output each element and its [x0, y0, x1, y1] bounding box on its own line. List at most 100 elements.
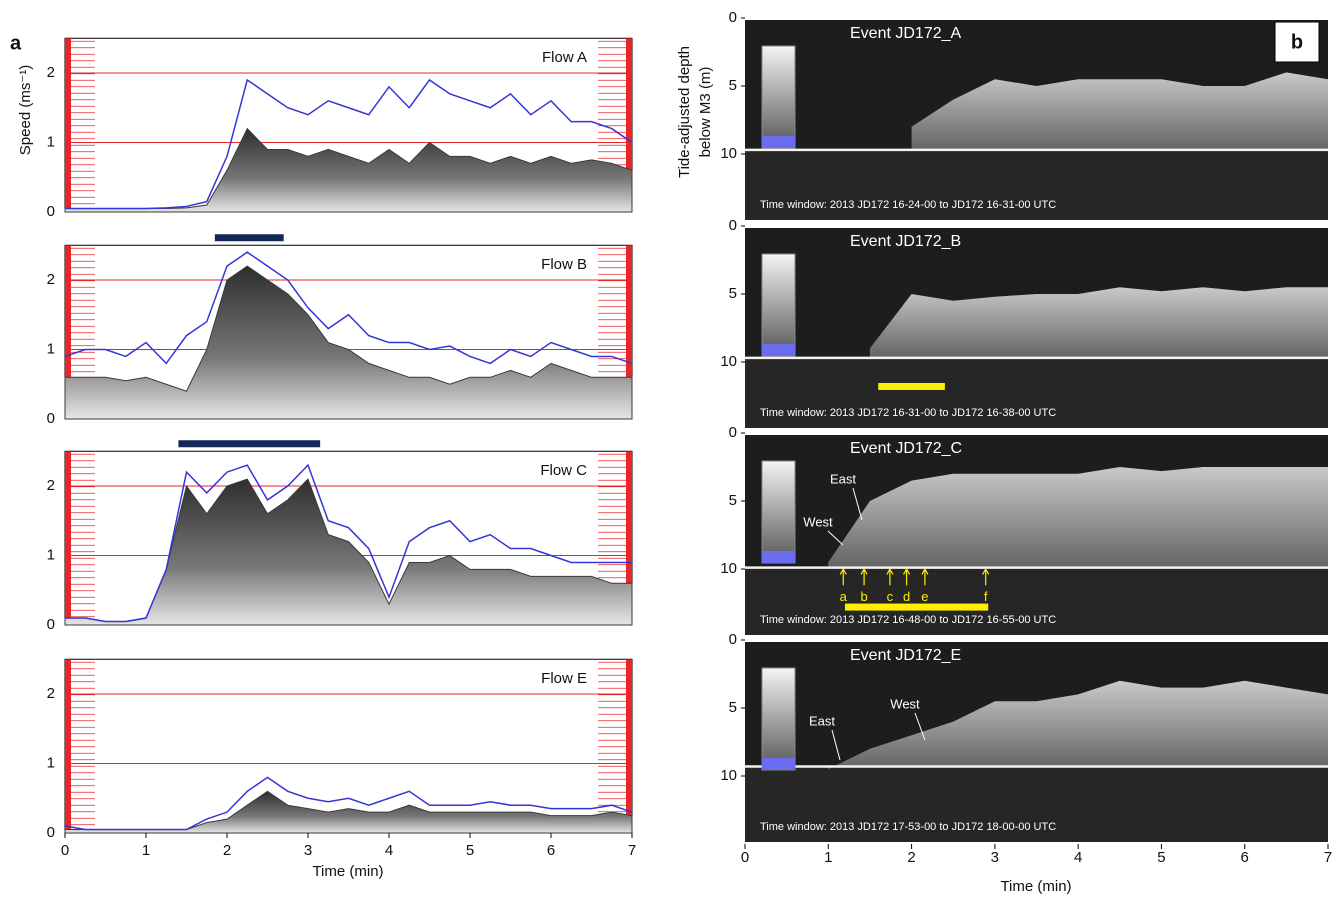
y-tick-label: 0	[729, 217, 737, 234]
annotation: East	[830, 471, 856, 486]
x-tick-label: 5	[466, 842, 474, 859]
annotation-leader	[831, 729, 841, 761]
marker-label: f	[984, 589, 988, 604]
y-tick-label: 0	[47, 410, 55, 427]
annotation-leader	[914, 712, 926, 741]
x-axis-label: Time (min)	[1000, 878, 1071, 895]
annotation-leader	[852, 487, 863, 521]
profile-mass	[64, 127, 633, 213]
x-tick-label: 2	[907, 849, 915, 866]
x-axis-label: Time (min)	[312, 863, 383, 880]
x-tick-label: 5	[1157, 849, 1165, 866]
y-tick-label: 10	[720, 767, 737, 784]
edge-band	[65, 451, 71, 625]
marker-head	[839, 567, 847, 575]
y-tick-label: 2	[47, 477, 55, 494]
marker-head	[886, 567, 894, 575]
profile-mass	[64, 265, 633, 420]
profile-envelope	[65, 78, 633, 210]
y-tick-label: 1	[47, 340, 55, 357]
color-scale-blue	[762, 136, 795, 148]
time-window: Time window: 2013 JD172 16-24-00 to JD17…	[760, 199, 1056, 211]
sub-seabed	[745, 357, 1328, 428]
marker-label: b	[860, 589, 867, 604]
x-tick-label: 3	[991, 849, 999, 866]
marker-label: e	[921, 589, 928, 604]
y-axis-label: Speed (ms⁻¹)	[17, 65, 34, 155]
y-tick-label: 2	[47, 64, 55, 81]
y-tick-label: 5	[729, 285, 737, 302]
panel-title: Event JD172_A	[850, 25, 962, 42]
y-tick-label: 10	[720, 353, 737, 370]
marker-label: a	[840, 589, 848, 604]
x-tick-label: 7	[628, 842, 636, 859]
x-tick-label: 1	[824, 849, 832, 866]
annotation-leader	[827, 530, 844, 546]
edge-band	[626, 245, 632, 419]
panel-title: Flow E	[541, 670, 587, 687]
event-bar	[178, 440, 321, 448]
edge-band	[65, 245, 71, 419]
time-window: Time window: 2013 JD172 16-31-00 to JD17…	[760, 407, 1056, 419]
time-window: Time window: 2013 JD172 16-48-00 to JD17…	[760, 614, 1056, 626]
y-axis-label: below M3 (m)	[697, 67, 714, 158]
plume	[828, 680, 1328, 770]
annotation: East	[809, 713, 835, 728]
marker-label: d	[903, 589, 910, 604]
y-tick-label: 0	[47, 824, 55, 841]
y-tick-label: 1	[47, 754, 55, 771]
profile-envelope	[64, 251, 633, 365]
y-tick-label: 0	[729, 424, 737, 441]
color-scale	[761, 460, 796, 564]
edge-band	[626, 659, 632, 833]
event-bar	[214, 234, 284, 242]
panel-title: Flow C	[540, 462, 587, 479]
x-tick-label: 4	[385, 842, 393, 859]
y-tick-label: 5	[729, 77, 737, 94]
color-scale	[761, 45, 796, 149]
x-tick-label: 1	[142, 842, 150, 859]
annotation: West	[890, 696, 920, 711]
y-tick-label: 0	[729, 9, 737, 26]
color-scale	[761, 253, 796, 357]
time-window: Time window: 2013 JD172 17-53-00 to JD17…	[760, 821, 1056, 833]
sub-seabed	[745, 149, 1328, 220]
y-tick-label: 1	[47, 133, 55, 150]
marker-head	[903, 567, 911, 575]
panel-title: Event JD172_C	[850, 440, 962, 457]
profile-envelope	[65, 463, 632, 623]
annotation: West	[803, 514, 833, 529]
panel-title: Flow A	[542, 49, 587, 66]
x-tick-label: 2	[223, 842, 231, 859]
x-tick-label: 6	[1241, 849, 1249, 866]
x-tick-label: 7	[1324, 849, 1332, 866]
y-tick-label: 5	[729, 492, 737, 509]
color-scale-blue	[762, 551, 795, 563]
marker-head	[860, 567, 868, 575]
sub-seabed	[745, 766, 1328, 842]
color-scale-blue	[762, 344, 795, 356]
x-tick-label: 6	[547, 842, 555, 859]
y-tick-label: 10	[720, 145, 737, 162]
edge-band	[626, 451, 632, 625]
plume	[869, 287, 1328, 358]
highlight-bar	[844, 603, 989, 611]
edge-band	[65, 38, 71, 212]
y-tick-label: 2	[47, 271, 55, 288]
panel-title: Event JD172_E	[850, 647, 961, 664]
plume	[828, 467, 1328, 568]
profile-envelope	[64, 776, 633, 831]
x-tick-label: 0	[741, 849, 749, 866]
y-tick-label: 0	[729, 631, 737, 648]
plume	[911, 72, 1328, 150]
marker-head	[921, 567, 929, 575]
panel-label-box	[1274, 21, 1320, 63]
y-tick-label: 2	[47, 685, 55, 702]
color-scale-blue	[762, 758, 795, 770]
panel-label: a	[10, 32, 22, 54]
edge-band	[626, 38, 632, 212]
y-tick-label: 5	[729, 699, 737, 716]
highlight-bar	[878, 382, 945, 390]
y-tick-label: 0	[47, 203, 55, 220]
